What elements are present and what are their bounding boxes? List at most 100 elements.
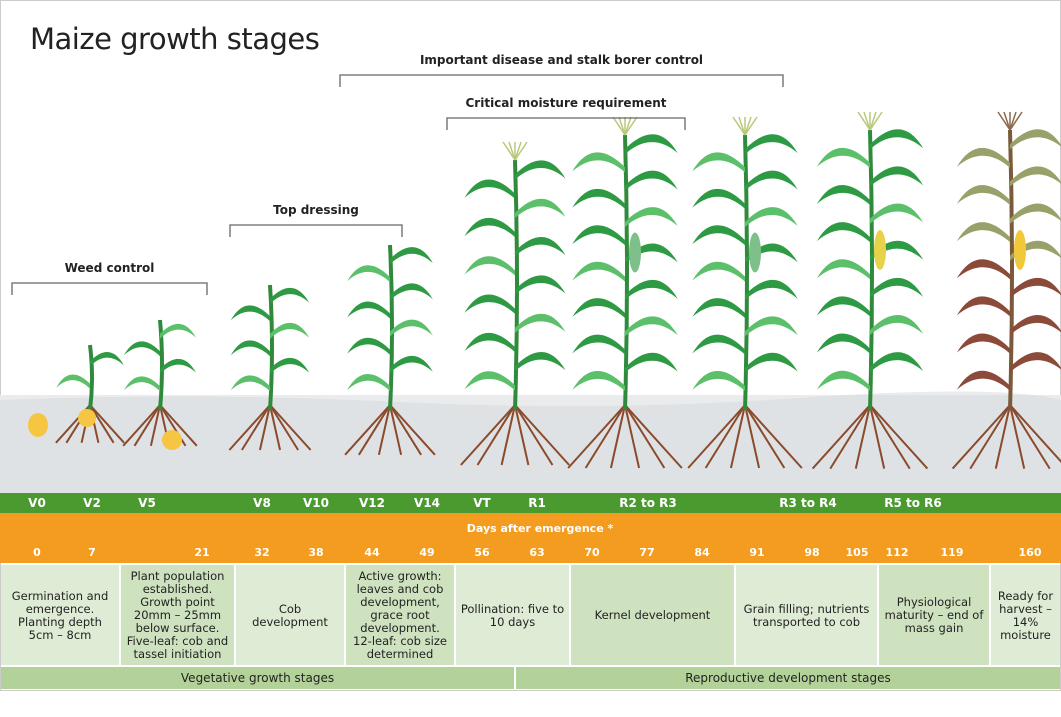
stem: [158, 319, 164, 411]
root: [500, 404, 516, 466]
day-label: 91: [749, 545, 765, 559]
day-label: 56: [474, 545, 490, 559]
leaf: [90, 352, 124, 367]
root: [624, 404, 683, 469]
leaf: [515, 352, 566, 372]
root: [869, 404, 911, 470]
leaf: [745, 207, 798, 227]
root: [687, 404, 746, 469]
day-label: 32: [254, 545, 270, 559]
description: Pollination: five to 10 days: [460, 601, 565, 629]
bracket: [229, 224, 403, 237]
description: Plant population established. Growth poi…: [126, 569, 229, 661]
leaf: [870, 277, 924, 298]
leaf: [464, 256, 515, 276]
leaf: [230, 305, 270, 322]
stage-bar: [0, 493, 1061, 513]
stage-label: R5 to R6: [884, 496, 942, 510]
leaf: [515, 313, 566, 333]
root: [389, 404, 436, 456]
tassel: [502, 141, 516, 161]
leaf: [464, 294, 515, 314]
stage-label: V0: [28, 496, 46, 510]
leaf: [692, 188, 745, 209]
tassel: [738, 116, 746, 136]
leaf: [123, 341, 160, 357]
plant: [687, 116, 803, 469]
seed: [28, 413, 48, 437]
leaf: [625, 279, 678, 300]
stem: [388, 244, 394, 411]
leaf: [870, 129, 924, 150]
leaf: [56, 374, 90, 389]
stage-label: V10: [303, 496, 329, 510]
leaf: [572, 298, 625, 319]
stage-label: V14: [414, 496, 440, 510]
root: [65, 404, 91, 444]
root: [1009, 404, 1051, 470]
root: [1009, 404, 1026, 469]
root: [567, 404, 626, 469]
cob: [1014, 230, 1026, 270]
leaf: [572, 152, 625, 173]
tassel: [624, 116, 632, 136]
root: [133, 404, 161, 447]
leaf: [745, 170, 798, 191]
tassel: [514, 141, 528, 161]
description-box: [1, 565, 119, 665]
leaf: [816, 370, 870, 391]
day-label: 44: [364, 545, 380, 559]
tassel: [514, 141, 522, 161]
day-label: 84: [694, 545, 710, 559]
stage-label: VT: [473, 496, 491, 510]
leaf: [390, 247, 433, 265]
stem: [268, 284, 274, 411]
leaf: [1010, 129, 1061, 150]
stage-label: V8: [253, 496, 271, 510]
root: [624, 404, 666, 469]
description-box: [736, 565, 877, 665]
days-title: Days after emergence *: [466, 521, 614, 535]
leaf: [956, 184, 1010, 205]
leaf: [625, 352, 678, 373]
root: [869, 404, 929, 470]
root: [744, 404, 761, 469]
day-label: 21: [194, 545, 210, 559]
description-box: [571, 565, 734, 665]
day-label: 119: [940, 545, 964, 559]
root: [241, 404, 271, 451]
bracket: [339, 74, 784, 87]
leaf: [1010, 352, 1061, 373]
leaf: [816, 296, 870, 317]
root: [358, 404, 391, 456]
leaf: [464, 179, 515, 199]
root: [609, 404, 626, 469]
leaf: [160, 358, 197, 374]
leaf: [870, 314, 924, 335]
leaf: [625, 207, 678, 227]
leaf: [160, 323, 197, 339]
bracket-label: Important disease and stalk borer contro…: [419, 53, 704, 67]
cob: [874, 230, 886, 270]
root: [869, 404, 886, 469]
phase-bar: [516, 667, 1060, 689]
leaf: [230, 375, 270, 392]
tassel: [624, 116, 638, 136]
day-label: 70: [584, 545, 600, 559]
root: [514, 404, 554, 466]
description-boxes: [1, 565, 1060, 689]
tassel: [508, 141, 516, 161]
leaf: [956, 259, 1010, 280]
leaf: [270, 357, 310, 374]
leaf: [956, 222, 1010, 243]
stem: [623, 134, 629, 411]
leaf: [464, 332, 515, 353]
tassel: [869, 111, 883, 131]
plant: [951, 111, 1061, 470]
root: [811, 404, 871, 470]
leaf: [692, 298, 745, 319]
plant: [122, 319, 198, 447]
root: [744, 404, 803, 469]
root: [854, 404, 871, 469]
leaf: [625, 316, 678, 337]
